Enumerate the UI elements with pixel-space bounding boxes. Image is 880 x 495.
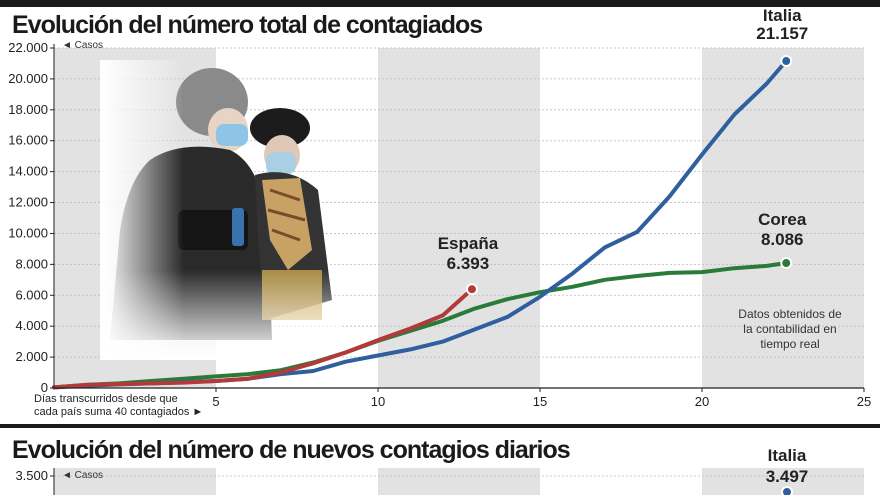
- x-axis-label-line-1: cada país suma 40 contagiados ►: [34, 406, 203, 418]
- data-source-note-line-0: Datos obtenidos de: [738, 307, 842, 321]
- x-tick-label-2: 15: [533, 394, 547, 409]
- series-endpoint-corea: [780, 257, 793, 270]
- series-name-espana: España: [438, 234, 499, 253]
- series-value-corea: 8.086: [761, 230, 804, 249]
- series-line-espana: [52, 287, 474, 390]
- y-tick-label-1: 2.000: [15, 349, 48, 364]
- y-tick-label-2: 4.000: [15, 318, 48, 333]
- y-tick-label-4: 8.000: [15, 256, 48, 271]
- chart-title-total: Evolución del número total de contagiado…: [12, 11, 483, 39]
- daily-series-name-italia: Italia: [768, 446, 807, 465]
- x-tick-label-0: 5: [212, 394, 219, 409]
- daily-series-endpoint-italia: [781, 486, 793, 495]
- series-line-corea: [52, 261, 789, 390]
- y-tick-label-7: 14.000: [8, 164, 48, 179]
- series-endpoint-espana: [465, 283, 478, 296]
- x-tick-label-1: 10: [371, 394, 385, 409]
- daily-y-unit-label: ◄ Casos: [62, 470, 103, 481]
- y-tick-label-9: 18.000: [8, 102, 48, 117]
- mid-rule: [0, 424, 880, 428]
- y-tick-label-0: 0: [41, 380, 48, 395]
- series-name-corea: Corea: [758, 210, 807, 229]
- series-endpoint-italia: [780, 55, 793, 68]
- series-name-italia: Italia: [763, 6, 802, 25]
- y-tick-label-10: 20.000: [8, 71, 48, 86]
- data-source-note-line-1: la contabilidad en: [743, 322, 836, 336]
- shaded-band-2: [702, 48, 864, 388]
- y-tick-label-8: 16.000: [8, 133, 48, 148]
- x-tick-label-3: 20: [695, 394, 709, 409]
- x-axis-label-line-0: Días transcurridos desde que: [34, 393, 178, 405]
- y-tick-label-5: 10.000: [8, 225, 48, 240]
- daily-shaded-band-1: [378, 468, 540, 495]
- y-tick-label-3: 6.000: [15, 287, 48, 302]
- y-tick-label-11: 22.000: [8, 40, 48, 55]
- data-source-note-line-2: tiempo real: [760, 337, 819, 351]
- y-tick-label-6: 12.000: [8, 195, 48, 210]
- top-rule: [0, 0, 880, 7]
- series-value-espana: 6.393: [447, 254, 490, 273]
- series-value-italia: 21.157: [756, 24, 808, 43]
- photo-couple-with-masks: [100, 60, 340, 360]
- daily-series-value-italia: 3.497: [766, 467, 809, 486]
- y-unit-label: ◄ Casos: [62, 40, 103, 51]
- daily-shaded-band-0: [54, 468, 216, 495]
- x-tick-label-4: 25: [857, 394, 871, 409]
- daily-y-tick-label-0: 3.500: [15, 468, 48, 483]
- chart-title-daily: Evolución del número de nuevos contagios…: [12, 436, 571, 464]
